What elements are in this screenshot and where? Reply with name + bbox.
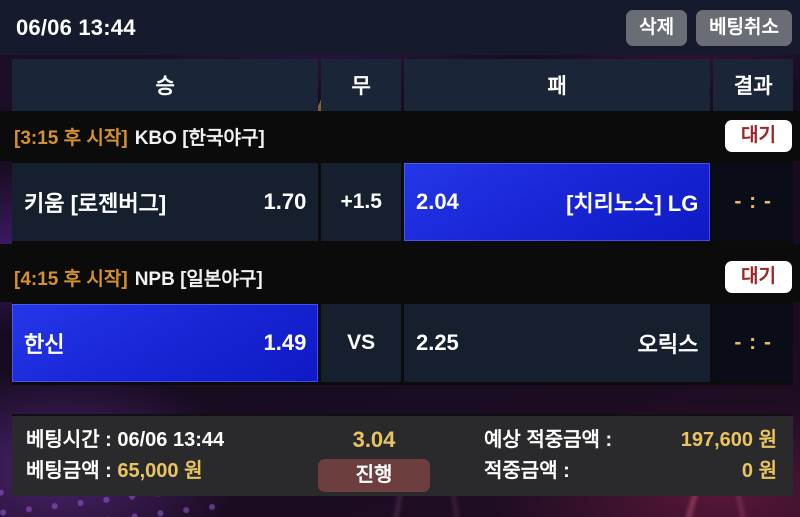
- column-header-lose: 패: [404, 59, 711, 111]
- odds-cell-lose[interactable]: 2.25 오릭스: [403, 304, 711, 382]
- odds-cell-vs[interactable]: VS: [321, 304, 401, 382]
- odds-cell-win[interactable]: 한신 1.49: [12, 304, 319, 382]
- summary-bet-amount-label: 베팅금액 :: [26, 460, 118, 482]
- summary-bet-time-label: 베팅시간 :: [26, 429, 118, 451]
- bet-slip-header: 06/06 13:44 삭제 베팅취소: [0, 0, 800, 55]
- cancel-bet-button[interactable]: 베팅취소: [696, 9, 792, 46]
- column-header-row: 승 무 패 결과: [12, 55, 793, 111]
- match-start-time: [3:15 후 시작]: [14, 127, 128, 149]
- summary-expected-win-label: 예상 적중금액 :: [484, 429, 613, 451]
- match-league-name: KBO [한국야구]: [134, 127, 265, 149]
- odds-cell-handicap[interactable]: +1.5: [321, 163, 401, 241]
- away-team-name: 오릭스: [637, 332, 699, 357]
- match-odds-row: 한신 1.49 VS 2.25 오릭스 - : -: [12, 302, 794, 385]
- bet-summary-panel: 베팅시간 : 06/06 13:44 베팅금액 : 65,000 원 3.04 …: [12, 414, 793, 496]
- summary-bet-amount-value: 65,000 원: [117, 460, 203, 482]
- match-league-header: [4:15 후 시작] NPB [일본야구] 대기: [0, 252, 800, 302]
- home-team-name: 한신: [24, 332, 65, 357]
- match-status-badge: 대기: [725, 261, 792, 293]
- summary-expected-win-row: 예상 적중금액 : 197,600 원: [448, 425, 777, 456]
- bet-summary-left: 베팅시간 : 06/06 13:44 베팅금액 : 65,000 원: [12, 416, 300, 496]
- bet-status-badge[interactable]: 진행: [317, 459, 431, 492]
- home-odds-value: 1.70: [263, 189, 307, 214]
- summary-actual-win-row: 적중금액 : 0 원: [448, 456, 777, 487]
- away-odds-value: 2.25: [415, 330, 459, 355]
- summary-bet-time-value: 06/06 13:44: [117, 429, 225, 451]
- match-status-badge: 대기: [725, 120, 792, 152]
- column-header-win: 승: [12, 59, 319, 111]
- match-league-header: [3:15 후 시작] KBO [한국야구] 대기: [0, 111, 800, 161]
- total-odds-value: 3.04: [352, 427, 396, 452]
- column-header-draw: 무: [321, 59, 401, 111]
- home-team-name: 키움 [로젠버그]: [24, 191, 167, 216]
- summary-expected-win-value: 197,600 원: [680, 429, 777, 451]
- row-divider: [0, 244, 800, 252]
- bet-slip-panel: 06/06 13:44 삭제 베팅취소 승 무 패 결과 [3:15 후 시작]…: [0, 0, 800, 496]
- odds-cell-lose[interactable]: 2.04 [치리노스] LG: [403, 163, 711, 241]
- match-start-time: [4:15 후 시작]: [14, 268, 128, 290]
- bet-summary-right: 예상 적중금액 : 197,600 원 적중금액 : 0 원: [448, 416, 793, 496]
- match-result-cell: - : -: [713, 304, 794, 382]
- away-team-name: [치리노스] LG: [566, 191, 699, 216]
- column-header-result: 결과: [713, 59, 793, 111]
- summary-actual-win-label: 적중금액 :: [484, 460, 570, 482]
- away-odds-value: 2.04: [415, 189, 459, 214]
- bet-timestamp: 06/06 13:44: [16, 14, 136, 40]
- summary-bet-amount: 베팅금액 : 65,000 원: [26, 456, 300, 487]
- home-odds-value: 1.49: [263, 330, 307, 355]
- match-league-name: NPB [일본야구]: [134, 268, 263, 290]
- vs-label: VS: [347, 331, 376, 354]
- match-odds-row: 키움 [로젠버그] 1.70 +1.5 2.04 [치리노스] LG - : -: [12, 161, 794, 244]
- bet-summary-middle: 3.04 진행: [300, 416, 448, 496]
- delete-button[interactable]: 삭제: [626, 9, 688, 46]
- handicap-value: +1.5: [340, 190, 382, 213]
- summary-actual-win-value: 0 원: [741, 460, 777, 482]
- odds-cell-win[interactable]: 키움 [로젠버그] 1.70: [12, 163, 319, 241]
- match-result-cell: - : -: [713, 163, 794, 241]
- summary-bet-time: 베팅시간 : 06/06 13:44: [26, 425, 300, 456]
